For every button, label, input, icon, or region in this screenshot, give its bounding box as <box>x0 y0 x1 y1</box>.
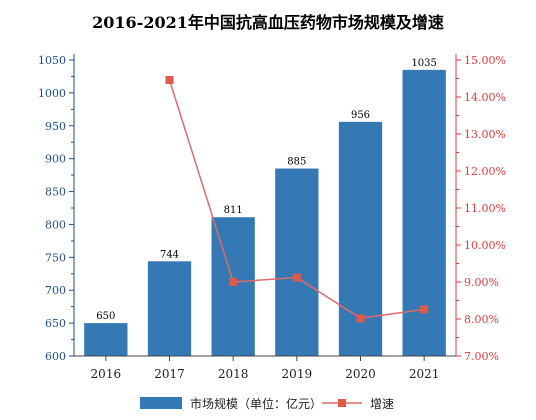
bar-label-2021: 1035 <box>411 58 436 69</box>
growth-point-2020 <box>356 314 365 323</box>
right-tick-label: 12.00% <box>464 165 506 178</box>
right-tick-label: 7.00% <box>464 350 499 363</box>
growth-point-2019 <box>292 273 301 282</box>
growth-point-2021 <box>420 305 429 314</box>
left-tick-label: 600 <box>45 350 66 363</box>
right-tick-label: 15.00% <box>464 54 506 67</box>
left-tick-label: 850 <box>45 186 66 199</box>
left-tick-label: 900 <box>45 153 66 166</box>
legend-marker-growth <box>338 399 346 407</box>
right-tick-label: 14.00% <box>464 91 506 104</box>
right-tick-label: 13.00% <box>464 128 506 141</box>
bar-label-2019: 885 <box>287 157 306 168</box>
left-tick-label: 1050 <box>38 54 66 67</box>
x-tick-label-2016: 2016 <box>91 367 122 381</box>
legend: 市场规模（单位：亿元） 增速 <box>140 396 394 411</box>
bar-data-labels: 650 744 811 885 956 1035 <box>96 58 437 322</box>
bar-label-2017: 744 <box>160 249 179 260</box>
x-tick-label-2021: 2021 <box>409 367 440 381</box>
left-tick-label: 800 <box>45 218 66 231</box>
right-axis: 7.00% 8.00% 9.00% 10.00% 11.00% 12.00% 13.00% 1… <box>455 54 506 363</box>
bar-series <box>84 69 446 356</box>
x-tick-label-2017: 2017 <box>154 367 185 381</box>
left-tick-label: 650 <box>45 317 66 330</box>
x-tick-label-2019: 2019 <box>282 367 313 381</box>
right-tick-label: 10.00% <box>464 239 506 252</box>
bar-2017 <box>147 261 192 356</box>
x-axis: 2016 2017 2018 2019 2020 2021 <box>74 355 456 381</box>
growth-point-2018 <box>229 278 238 286</box>
right-tick-label: 11.00% <box>464 202 506 215</box>
left-tick-label: 750 <box>45 251 66 264</box>
right-tick-label: 8.00% <box>464 313 499 326</box>
left-tick-label: 1000 <box>38 87 66 100</box>
left-tick-label: 950 <box>45 120 66 133</box>
bar-label-2018: 811 <box>224 205 243 216</box>
bar-2019 <box>275 168 319 356</box>
bar-2018 <box>211 217 255 356</box>
growth-point-2017 <box>165 75 174 84</box>
left-axis: 600 650 700 750 800 850 900 950 1000 1050 <box>38 54 75 363</box>
x-tick-label-2020: 2020 <box>345 367 376 381</box>
right-tick-label: 9.00% <box>464 276 499 289</box>
legend-label-growth: 增速 <box>370 397 394 411</box>
chart-title: 2016-2021年中国抗高血压药物市场规模及增速 <box>92 13 444 32</box>
left-tick-label: 700 <box>45 284 66 297</box>
growth-line-series <box>165 75 429 323</box>
bar-2016 <box>84 323 128 356</box>
bar-label-2020: 956 <box>351 110 370 121</box>
bar-label-2016: 650 <box>96 311 115 322</box>
legend-label-market-size: 市场规模（单位：亿元） <box>190 396 322 411</box>
x-tick-label-2018: 2018 <box>218 367 249 381</box>
legend-swatch-market-size <box>140 397 182 409</box>
